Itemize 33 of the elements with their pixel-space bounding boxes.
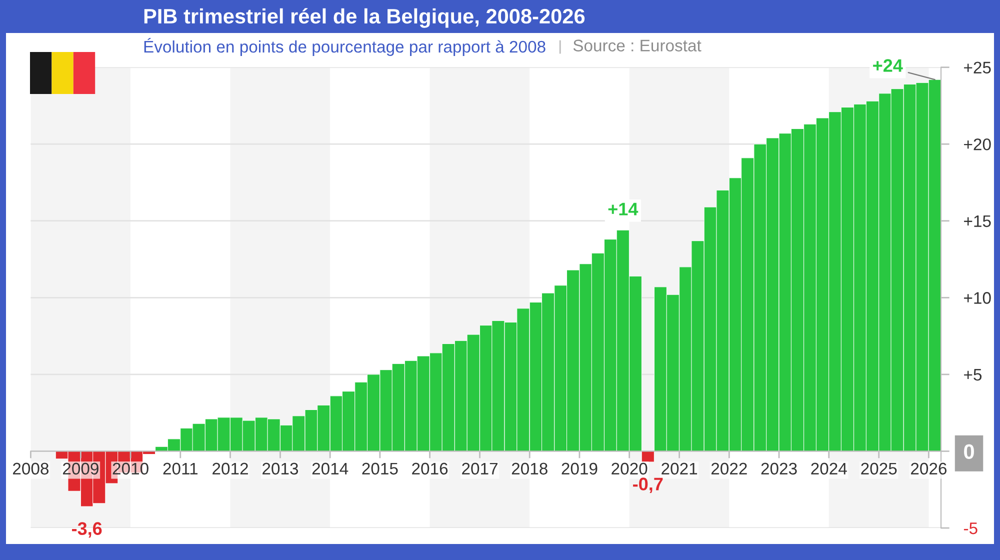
x-tick-label: 2025 (861, 462, 897, 475)
data-label: +24 (873, 59, 903, 72)
y-tick-label: +10 (964, 292, 991, 304)
chart-subtitle: Évolution en points de pourcentage par rapport à 2008 (144, 38, 546, 56)
x-tick-label: 2026 (911, 462, 947, 475)
y-tick-label: +15 (964, 215, 991, 228)
y-tick-label: -5 (964, 522, 978, 534)
source-note: Source : Eurostat (573, 40, 702, 52)
x-tick-label: 2008 (13, 462, 49, 475)
x-tick-label: 2009 (62, 462, 98, 475)
x-tick-label: 2016 (412, 462, 448, 475)
y-tick-label: +20 (964, 138, 991, 150)
x-tick-label: 2019 (562, 462, 598, 475)
x-tick-label: 2011 (163, 462, 198, 475)
x-tick-label: 2022 (711, 462, 747, 475)
data-label: +14 (608, 202, 638, 216)
x-tick-label: 2018 (512, 462, 548, 475)
x-tick-label: 2023 (761, 462, 797, 475)
x-tick-label: 2024 (811, 462, 847, 475)
x-tick-label: 2010 (112, 462, 148, 475)
x-tick-label: 2015 (362, 462, 398, 475)
y-tick-label: +5 (964, 369, 982, 381)
data-label: -3,6 (72, 522, 102, 538)
chart-title: PIB trimestriel réel de la Belgique, 2008-2026 (144, 8, 585, 28)
x-tick-label: 2017 (462, 462, 498, 475)
y-tick-label: +25 (964, 62, 991, 74)
x-tick-label: 2012 (212, 462, 248, 475)
x-tick-label: 2013 (262, 462, 298, 475)
x-tick-label: 2021 (662, 462, 698, 475)
y-tick-label: 0 (964, 444, 974, 459)
data-label: -0,7 (633, 478, 663, 494)
x-tick-label: 2020 (612, 462, 648, 475)
x-tick-label: 2014 (312, 462, 348, 475)
